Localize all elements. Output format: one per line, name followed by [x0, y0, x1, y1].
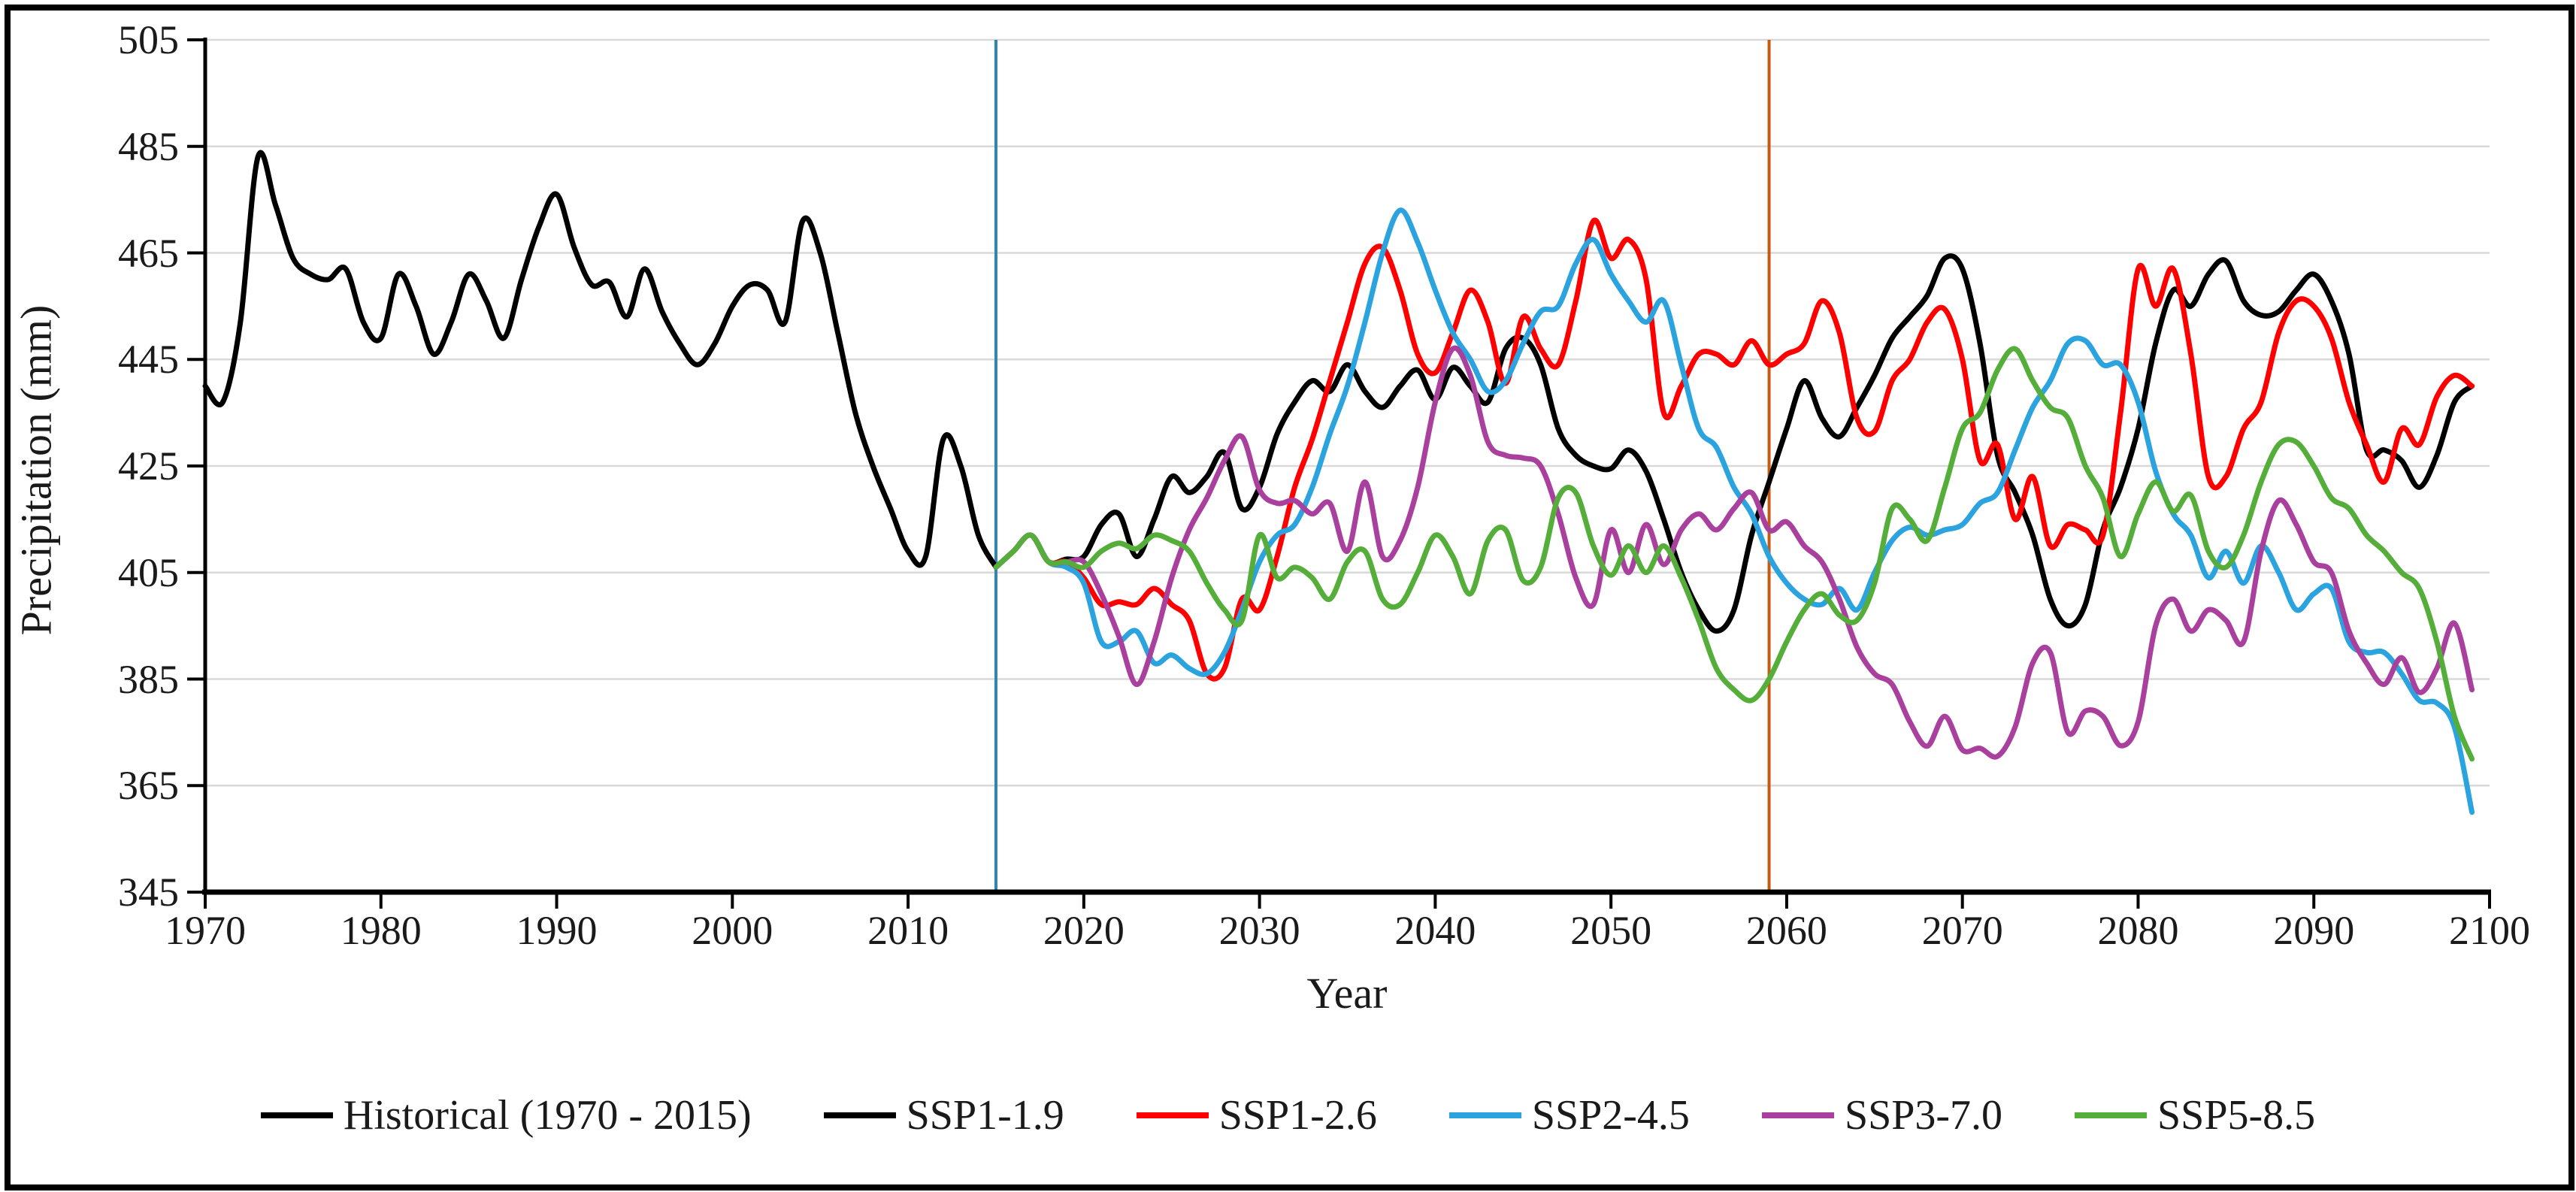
x-tick-label-2100: 2100 — [2449, 908, 2530, 953]
legend-label: SSP5-8.5 — [2157, 1092, 2316, 1139]
legend-item-ssp2-4-5: SSP2-4.5 — [1448, 1091, 1690, 1139]
x-tick-label-2080: 2080 — [2097, 908, 2179, 953]
legend-item-historical-1970-2015: Historical (1970 - 2015) — [260, 1091, 752, 1139]
series-line-ssp3-7-0 — [993, 345, 2475, 760]
legend-swatch-icon — [823, 1112, 896, 1118]
x-tick-label-1970: 1970 — [165, 908, 246, 953]
legend-swatch-icon — [260, 1112, 333, 1118]
legend-swatch-icon — [1761, 1112, 1834, 1118]
legend-item-ssp5-8-5: SSP5-8.5 — [2075, 1091, 2315, 1139]
legend-item-ssp1-2-6: SSP1-2.6 — [1136, 1091, 1377, 1139]
x-tick-label-2070: 2070 — [1921, 908, 2003, 953]
y-tick-label-465: 465 — [118, 230, 179, 276]
series-line-historical-1970-2015 — [202, 150, 999, 570]
y-tick-label-505: 505 — [118, 17, 179, 62]
y-tick-label-425: 425 — [118, 443, 179, 489]
x-tick-label-2090: 2090 — [2273, 908, 2355, 953]
legend-label: SSP3-7.0 — [1844, 1092, 2003, 1139]
x-tick-label-1980: 1980 — [340, 908, 422, 953]
x-tick-label-2040: 2040 — [1394, 908, 1476, 953]
y-tick-label-365: 365 — [118, 763, 179, 809]
x-tick-label-2050: 2050 — [1570, 908, 1652, 953]
legend: Historical (1970 - 2015) SSP1-1.9 SSP1-2.6… — [0, 1091, 2576, 1139]
legend-swatch-icon — [1448, 1112, 1521, 1118]
legend-label: SSP2-4.5 — [1531, 1092, 1690, 1139]
x-tick-label-2060: 2060 — [1745, 908, 1827, 953]
y-tick-label-445: 445 — [118, 337, 179, 383]
series-line-ssp1-1-9 — [993, 253, 2475, 634]
x-tick-label-2020: 2020 — [1043, 908, 1125, 953]
y-tick-label-345: 345 — [118, 870, 179, 915]
legend-label: Historical (1970 - 2015) — [343, 1092, 752, 1139]
y-tick-label-405: 405 — [118, 549, 179, 595]
legend-item-ssp3-7-0: SSP3-7.0 — [1761, 1091, 2003, 1139]
x-axis-title: Year — [1306, 969, 1388, 1018]
x-tick-label-2000: 2000 — [692, 908, 773, 953]
x-tick-label-1990: 1990 — [516, 908, 598, 953]
y-tick-label-485: 485 — [118, 123, 179, 169]
legend-label: SSP1-2.6 — [1218, 1092, 1377, 1139]
x-tick-label-2030: 2030 — [1218, 908, 1300, 953]
legend-label: SSP1-1.9 — [906, 1092, 1064, 1139]
figure-border — [5, 5, 2574, 1190]
series-line-ssp1-2-6 — [993, 217, 2475, 682]
series-line-ssp5-8-5 — [993, 346, 2475, 762]
legend-swatch-icon — [2075, 1112, 2148, 1118]
y-tick-label-385: 385 — [118, 656, 179, 702]
legend-item-ssp1-1-9: SSP1-1.9 — [823, 1091, 1064, 1139]
x-tick-label-2010: 2010 — [867, 908, 949, 953]
legend-swatch-icon — [1136, 1112, 1209, 1118]
